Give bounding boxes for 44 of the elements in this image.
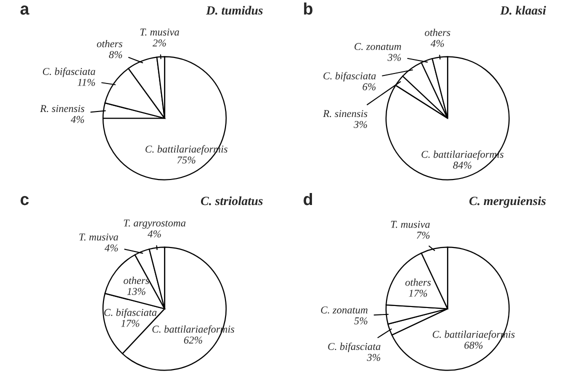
slice-label: T. musiva [391, 220, 430, 228]
slice-label: T. musiva [140, 28, 180, 36]
slice-label: C. bifasciata [324, 72, 376, 82]
chart-title: d [304, 192, 312, 206]
data-label: 17% [408, 290, 428, 297]
chart-subtitle: C. merguiensis [469, 196, 546, 208]
data-label: 4% [148, 230, 161, 238]
slice-label: T. argyrostoma [124, 220, 186, 229]
chart-subtitle: C. striolatus [200, 196, 263, 206]
slice-label: C. bifasciata [328, 342, 380, 352]
data-label: 4% [430, 40, 444, 47]
slice-label: C. zonatum [354, 43, 402, 50]
data-label: 68% [464, 342, 483, 349]
data-label: 75% [177, 156, 196, 164]
data-label: 3% [388, 54, 401, 61]
data-label: 8% [108, 51, 122, 58]
chart-title: c [20, 196, 29, 206]
data-label: 84% [453, 162, 472, 169]
slice-label: others [405, 278, 431, 286]
data-label: 4% [104, 244, 118, 252]
data-label: 13% [127, 288, 146, 295]
slice-label: others [96, 40, 122, 48]
chart-subtitle: D. tumidus [206, 6, 263, 15]
slice-label: R. sinensis [322, 110, 368, 118]
data-label: 2% [152, 39, 166, 46]
chart-title: a [20, 6, 30, 15]
slice-label: C. bifasciata [104, 308, 157, 318]
data-label: 17% [121, 320, 140, 327]
slice-label: R. sinensis [40, 105, 84, 112]
data-label: 4% [70, 116, 84, 123]
data-label: 3% [366, 354, 380, 361]
slice-label: T. musiva [79, 234, 118, 241]
chart-subtitle: D. klaasi [500, 6, 546, 15]
data-label: 7% [416, 232, 430, 239]
data-label: 62% [184, 336, 202, 344]
slice-label: C. bifasciata [42, 68, 96, 78]
data-label: 5% [354, 317, 368, 324]
slice-label: others [424, 28, 450, 36]
chart-title: b [304, 2, 312, 15]
data-label: 11% [78, 78, 95, 86]
data-label: 6% [362, 83, 376, 90]
slice-label: C. zonatum [321, 306, 368, 314]
slice-label: others [124, 276, 150, 284]
data-label: 3% [354, 120, 367, 128]
